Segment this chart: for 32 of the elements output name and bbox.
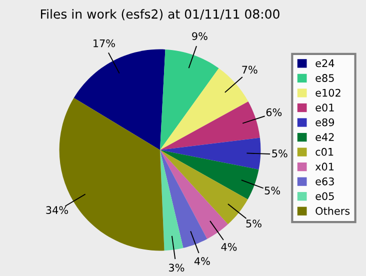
data-label: 9%	[192, 32, 208, 40]
legend-label: Others	[316, 206, 350, 215]
pie-slice	[160, 150, 184, 251]
pie-slice	[160, 101, 260, 150]
chart-title: Files in work (esfs2) at 01/11/11 08:00	[41, 9, 280, 20]
data-label: 4%	[221, 242, 237, 251]
legend-label: e102	[316, 88, 340, 97]
pie-slice	[160, 150, 228, 239]
legend-label: c01	[316, 148, 334, 156]
pie-slice	[160, 150, 248, 224]
data-label: 4%	[194, 257, 210, 266]
pie-slice	[74, 49, 166, 150]
pie-slice	[160, 49, 219, 150]
data-label: 34%	[46, 206, 68, 214]
data-label: 5%	[246, 220, 262, 228]
data-label: 17%	[94, 39, 115, 48]
legend-label: e85	[316, 74, 334, 82]
data-label: 5%	[264, 186, 280, 195]
legend-label: e89	[316, 118, 334, 126]
pie-slice	[160, 150, 259, 200]
legend-label: e01	[316, 104, 334, 112]
pie-slice	[160, 150, 208, 248]
legend-label: e05	[316, 192, 334, 200]
data-label: 6%	[266, 108, 282, 116]
legend-label: e24	[316, 59, 334, 68]
data-label: 7%	[242, 66, 258, 74]
data-label: 3%	[169, 264, 184, 272]
legend-label: x01	[315, 162, 334, 171]
pie-slice	[160, 138, 261, 170]
legend-label: e63	[316, 177, 334, 186]
data-label: 5%	[272, 150, 288, 158]
legend-label: e42	[316, 133, 334, 142]
